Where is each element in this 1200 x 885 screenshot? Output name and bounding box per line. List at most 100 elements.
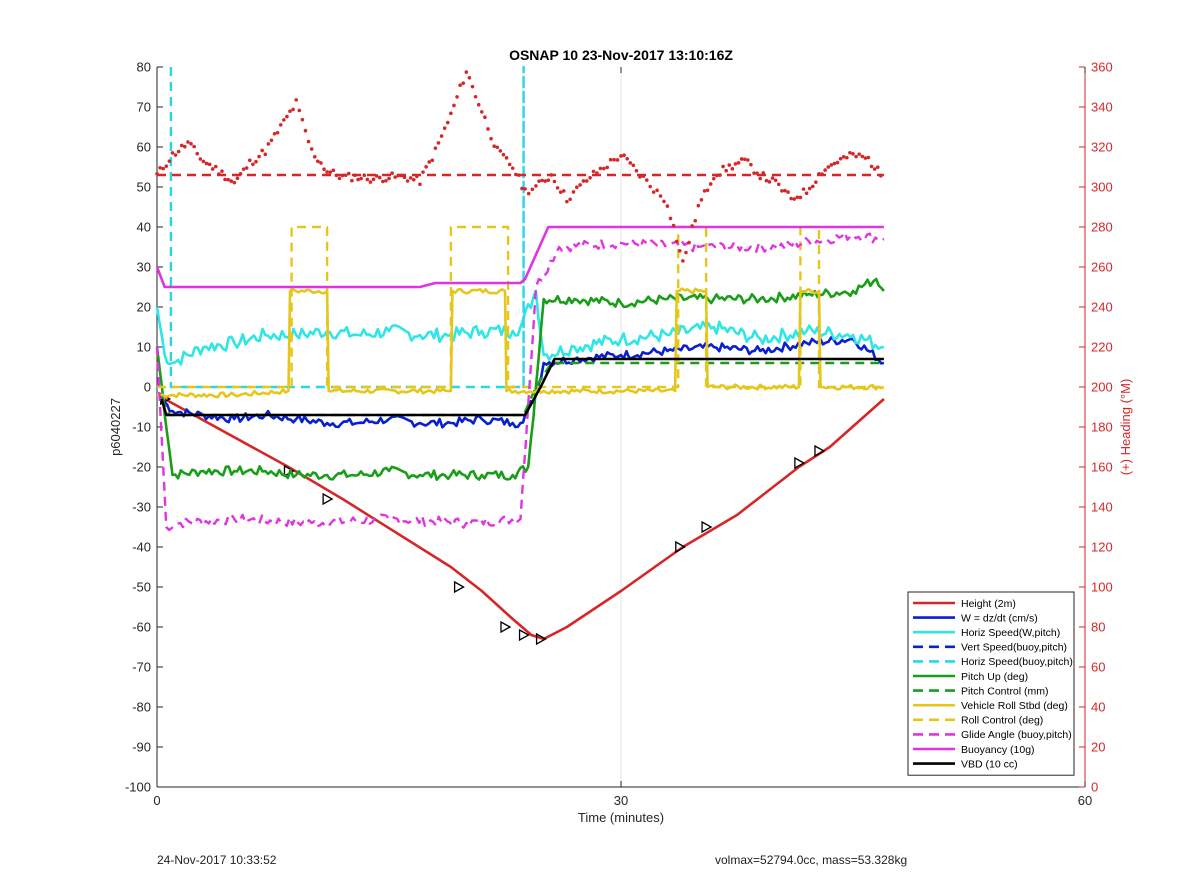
heading-point — [393, 175, 397, 179]
heading-point — [807, 186, 812, 191]
heading-point — [875, 165, 880, 170]
heading-point — [537, 179, 541, 183]
y2-tick-label: 260 — [1091, 260, 1113, 275]
heading-point — [677, 249, 682, 253]
legend-label: Horiz Speed(W,pitch) — [961, 627, 1060, 639]
heading-point — [346, 171, 351, 176]
y-tick-label: -100 — [125, 780, 151, 795]
heading-point — [232, 180, 237, 185]
heading-point — [257, 154, 261, 159]
heading-point — [501, 152, 506, 157]
heading-point — [690, 224, 694, 228]
heading-point — [736, 161, 741, 165]
heading-point — [789, 196, 793, 201]
legend-label: Pitch Control (mm) — [961, 685, 1049, 697]
series-pitch-up-deg — [155, 277, 885, 481]
y-tick-label: 50 — [137, 180, 151, 195]
y2-tick-label: 20 — [1091, 740, 1105, 755]
heading-point — [648, 184, 653, 189]
y-tick-label: 0 — [144, 380, 151, 395]
heading-point — [436, 141, 441, 145]
heading-point — [552, 179, 557, 184]
heading-point — [266, 142, 271, 146]
y-tick-label: 60 — [137, 140, 151, 155]
legend-label: Horiz Speed(buoy,pitch) — [961, 656, 1073, 668]
heading-point — [170, 151, 175, 155]
x-tick-label: 0 — [153, 793, 160, 808]
heading-point — [681, 259, 685, 263]
heading-point — [628, 161, 633, 165]
height-marker — [814, 444, 826, 458]
heading-point — [829, 163, 834, 167]
axes: 0 30 60-100-90-80-70-60-50-40-30-20-100102… — [125, 60, 1113, 809]
heading-point — [269, 138, 274, 143]
heading-point — [251, 162, 255, 167]
y-tick-label: 30 — [137, 260, 151, 275]
heading-point — [176, 149, 181, 154]
x-axis-label: Time (minutes) — [578, 810, 664, 825]
x-tick-label: 60 — [1078, 793, 1092, 808]
heading-point — [433, 146, 438, 150]
heading-point — [322, 167, 326, 172]
heading-point — [328, 170, 333, 174]
heading-point — [776, 182, 781, 187]
heading-point — [814, 180, 818, 184]
heading-point — [705, 188, 710, 193]
heading-point — [546, 178, 551, 183]
y2-tick-label: 180 — [1091, 420, 1113, 435]
heading-point — [192, 144, 196, 149]
heading-point — [581, 179, 586, 183]
heading-point — [319, 161, 323, 165]
heading-point — [411, 177, 416, 182]
heading-point — [337, 176, 342, 181]
heading-point — [183, 144, 187, 149]
y-tick-label: -20 — [132, 460, 151, 475]
height-marker — [535, 632, 547, 646]
y2-tick-label: 280 — [1091, 220, 1113, 235]
heading-point — [430, 158, 435, 163]
heading-point — [424, 165, 428, 169]
y2-tick-label: 160 — [1091, 460, 1113, 475]
heading-point — [872, 167, 877, 171]
heading-point — [625, 156, 629, 161]
heading-point — [377, 175, 382, 180]
legend-label: Vert Speed(buoy,pitch) — [961, 642, 1067, 654]
heading-point — [418, 182, 422, 187]
y-tick-label: -70 — [132, 660, 151, 675]
heading-point — [248, 158, 252, 163]
series-height-2m — [164, 397, 885, 641]
heading-point — [492, 144, 496, 148]
heading-point — [530, 187, 535, 192]
heading-point — [724, 168, 728, 173]
heading-point — [591, 169, 596, 174]
heading-point — [786, 190, 790, 194]
heading-point — [568, 197, 572, 202]
footer-timestamp: 24-Nov-2017 10:33:52 — [157, 853, 277, 867]
heading-point — [712, 176, 716, 181]
y-tick-label: -30 — [132, 500, 151, 515]
heading-point — [173, 153, 178, 157]
heading-point — [671, 223, 676, 228]
heading-point — [278, 123, 283, 127]
heading-point — [275, 131, 280, 135]
y2-tick-label: 0 — [1091, 780, 1098, 795]
heading-point — [167, 159, 172, 163]
heading-point — [480, 110, 484, 114]
heading-point — [526, 191, 531, 196]
y2-tick-label: 200 — [1091, 380, 1113, 395]
y-tick-label: -90 — [132, 740, 151, 755]
heading-point — [860, 154, 865, 159]
heading-point — [608, 157, 613, 162]
heading-point — [841, 155, 846, 159]
heading-point — [402, 175, 407, 180]
heading-point — [651, 190, 656, 194]
heading-point — [470, 84, 475, 89]
heading-point — [804, 191, 809, 196]
heading-point — [730, 167, 735, 171]
heading-point — [260, 148, 264, 153]
y2-tick-label: 140 — [1091, 500, 1113, 515]
heading-point — [467, 75, 472, 80]
heading-point — [473, 94, 478, 99]
heading-point — [687, 240, 691, 245]
